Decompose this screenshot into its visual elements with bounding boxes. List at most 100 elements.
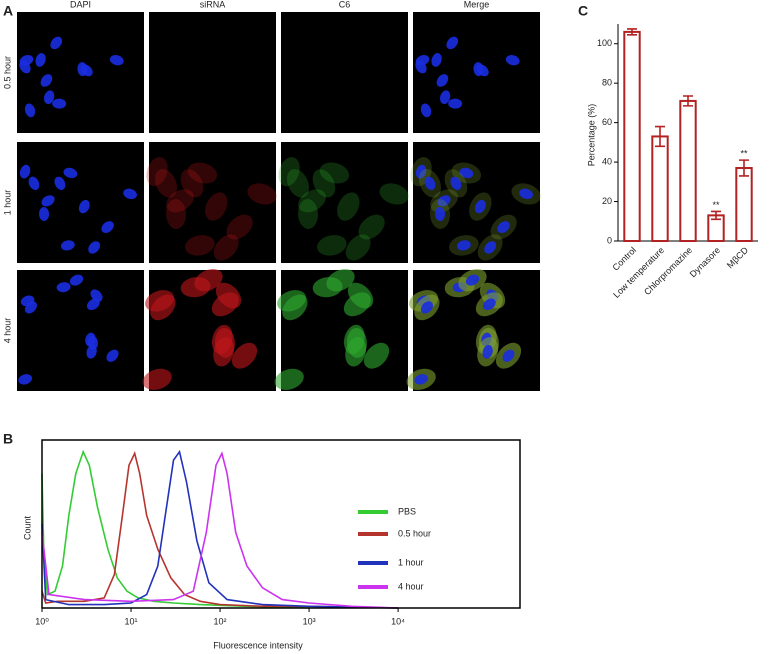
bar [623, 30, 641, 242]
nucleus [60, 240, 75, 251]
micrograph [413, 12, 540, 133]
nucleus [19, 55, 34, 66]
cytoplasm [213, 337, 235, 367]
y-tick-label: 80 [602, 78, 612, 88]
cytoplasm [345, 337, 367, 367]
nucleus [431, 53, 442, 67]
cytoplasm [213, 234, 239, 261]
column-header: siRNA [200, 0, 226, 9]
row-label: 4 hour [2, 318, 12, 344]
cytoplasm [286, 169, 309, 198]
y-tick-label: 100 [597, 38, 612, 48]
column-header: Merge [464, 0, 490, 9]
cytoplasm [363, 342, 390, 369]
nucleus [420, 301, 433, 314]
micrograph [142, 268, 276, 391]
legend-label: 1 hour [398, 557, 424, 567]
nucleus [459, 167, 474, 179]
cytoplasm [247, 183, 277, 205]
histogram-curve [41, 451, 399, 609]
cytoplasm [337, 192, 360, 221]
row-label: 1 hour [2, 190, 12, 216]
micrograph [406, 268, 540, 391]
x-tick-label: 10⁴ [391, 616, 405, 626]
significance: ** [740, 148, 748, 158]
bar [651, 135, 669, 242]
y-axis-label: Percentage (%) [586, 104, 596, 167]
x-tick-label: Control [611, 245, 639, 273]
bar [735, 167, 753, 242]
cytoplasm [231, 342, 258, 369]
cytoplasm [211, 292, 239, 317]
cytoplasm [226, 214, 253, 240]
micrograph [274, 268, 408, 391]
x-axis-label: Fluorescence intensity [213, 640, 303, 650]
x-tick-label: 10³ [303, 616, 316, 626]
cytoplasm [154, 169, 177, 198]
nucleus [415, 164, 427, 179]
nucleus [88, 241, 101, 254]
nucleus [52, 98, 67, 109]
nucleus [414, 374, 429, 385]
cytoplasm [298, 199, 319, 229]
nucleus [54, 176, 66, 190]
nucleus [40, 74, 53, 87]
bar [679, 99, 697, 242]
legend-label: 4 hour [398, 581, 424, 591]
cytoplasm [343, 292, 371, 317]
x-tick-label: 10¹ [125, 616, 138, 626]
image-background [413, 270, 540, 391]
image-background [281, 270, 408, 391]
x-tick-label: 10⁰ [35, 616, 49, 626]
plot-frame [41, 439, 521, 609]
x-tick-label: Dynasore [688, 245, 722, 279]
nucleus [476, 64, 489, 77]
nucleus [41, 195, 55, 207]
nucleus [448, 98, 463, 109]
nucleus [85, 332, 96, 347]
nucleus [78, 199, 90, 214]
y-tick-label: 60 [602, 117, 612, 127]
error-bar [711, 210, 721, 221]
column-header: C6 [339, 0, 351, 9]
nucleus [446, 36, 459, 50]
nucleus [106, 349, 119, 362]
nucleus [505, 55, 520, 66]
cytoplasm [187, 162, 218, 184]
cytoplasm [166, 189, 194, 213]
nucleus [24, 301, 37, 314]
legend-label: 0.5 hour [398, 528, 431, 538]
nucleus [56, 282, 71, 293]
nucleus [497, 221, 510, 233]
micrograph [149, 12, 276, 133]
nucleus [86, 298, 100, 311]
nucleus [18, 374, 33, 385]
image-background [149, 12, 276, 133]
nucleus [450, 176, 462, 190]
nucleus [420, 103, 432, 118]
micrograph [17, 270, 144, 391]
nucleus [424, 176, 436, 191]
nucleus [24, 103, 36, 118]
cytoplasm [278, 157, 300, 187]
image-background [149, 270, 276, 391]
error-bar [683, 95, 693, 107]
micrograph [17, 12, 144, 133]
cytoplasm [317, 235, 347, 256]
nucleus [456, 240, 471, 251]
micrograph [281, 12, 408, 133]
significance: ** [712, 200, 720, 210]
nucleus [35, 53, 46, 67]
nucleus [439, 90, 451, 105]
panel-label: A [3, 3, 13, 19]
x-tick-label: Low temperature [611, 245, 666, 300]
micrograph [17, 142, 144, 263]
cytoplasm [205, 192, 228, 221]
error-bar [739, 159, 749, 177]
nucleus [19, 164, 31, 179]
image-background [17, 270, 144, 391]
micrograph [146, 142, 277, 263]
cytoplasm [166, 199, 187, 229]
cytoplasm [379, 183, 409, 205]
